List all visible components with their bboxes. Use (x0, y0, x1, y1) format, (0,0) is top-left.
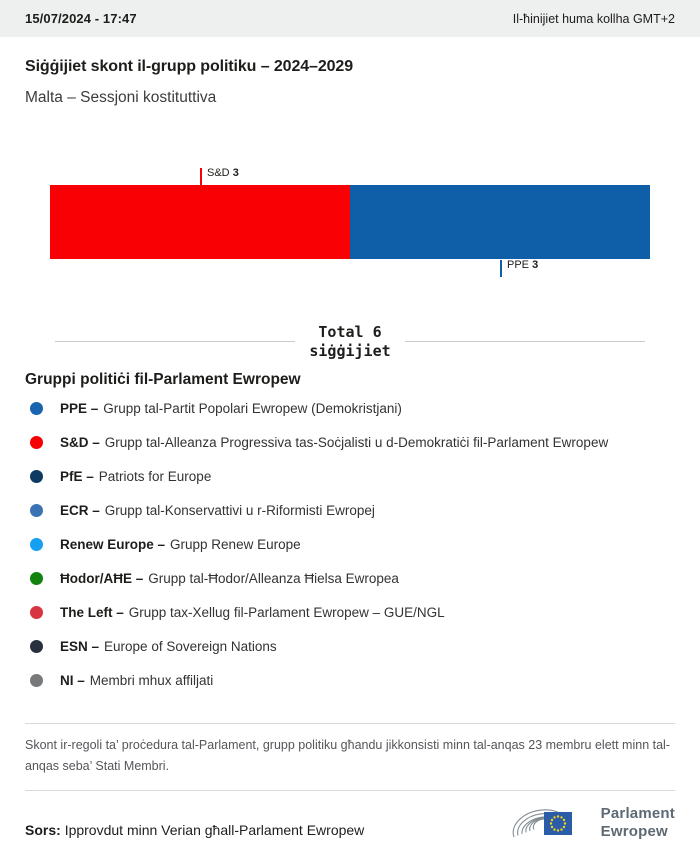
group-desc: Grupp Renew Europe (170, 537, 301, 552)
greens-color-dot (30, 572, 43, 585)
datetime-label: 15/07/2024 - 17:47 (25, 11, 137, 26)
ppe-color-dot (30, 402, 43, 415)
pfe-color-dot (30, 470, 43, 483)
group-abbr: Ħodor/AĦE – (60, 571, 144, 586)
ppe-group-name: PPE (507, 259, 530, 271)
timezone-note: Il-ħinijiet huma kollha GMT+2 (512, 11, 675, 26)
sd-callout-label: S&D 3 (207, 167, 239, 179)
total-seats-label: Total 6 siġġijiet (309, 323, 391, 360)
group-desc: Grupp tal-Alleanza Progressiva tas-Soċja… (104, 435, 609, 450)
logo-line2: Ewropew (600, 822, 668, 840)
legend-item-renew: Renew Europe – Grupp Renew Europe (25, 528, 675, 562)
group-abbr: PPE – (60, 401, 99, 416)
ecr-color-dot (30, 504, 43, 517)
seats-stacked-bar-chart: S&D 3 PPE 3 (50, 167, 650, 277)
european-parliament-logo: Parlament Ewropew (508, 797, 675, 849)
group-abbr: Renew Europe – (60, 537, 166, 552)
sd-group-name: S&D (207, 167, 230, 179)
group-desc: Grupp tal-Konservattivi u r-Riformisti E… (104, 503, 375, 518)
source-row: Sors: Ipprovdut minn Verian għall-Parlam… (25, 797, 675, 849)
ppe-callout-label: PPE 3 (507, 259, 538, 271)
sd-callout: S&D 3 (200, 167, 239, 185)
source-label: Sors: (25, 821, 61, 838)
logo-line1: Parlament (600, 805, 675, 823)
procedure-note: Skont ir-regoli ta’ proċedura tal-Parlam… (25, 737, 670, 773)
legend-item-theleft: The Left – Grupp tax-Xellug fil-Parlamen… (25, 596, 675, 630)
ni-color-dot (30, 674, 43, 687)
parliament-hemicycle-icon (512, 808, 572, 837)
ppe-seat-count: 3 (532, 259, 539, 271)
logo-wordmark: Parlament Ewropew (601, 805, 675, 840)
sd-bar-segment (50, 185, 350, 259)
group-desc: Grupp tax-Xellug fil-Parlament Ewropew –… (128, 605, 445, 620)
divider (25, 789, 675, 791)
stacked-bar (50, 185, 650, 259)
divider-line-left (55, 341, 296, 343)
group-abbr: ESN – (60, 639, 100, 654)
political-groups-legend: PPE – Grupp tal-Partit Popolari Ewropew … (25, 392, 675, 698)
group-desc: Europe of Sovereign Nations (104, 639, 277, 654)
divider-line-right (404, 341, 645, 343)
group-desc: Membri mhux affiljati (89, 673, 214, 688)
legend-item-sd: S&D – Grupp tal-Alleanza Progressiva tas… (25, 426, 675, 460)
source-line: Sors: Ipprovdut minn Verian għall-Parlam… (25, 822, 364, 838)
top-bar: 15/07/2024 - 17:47 Il-ħinijiet huma koll… (0, 0, 700, 37)
divider (25, 722, 675, 724)
group-abbr: NI – (60, 673, 85, 688)
legend-item-esn: ESN – Europe of Sovereign Nations (25, 630, 675, 664)
sd-color-dot (30, 436, 43, 449)
group-desc: Grupp tal-Partit Popolari Ewropew (Demok… (103, 401, 402, 416)
sd-seat-count: 3 (232, 167, 239, 179)
legend-heading: Gruppi politiċi fil-Parlament Ewropew (25, 370, 301, 388)
legend-item-ecr: ECR – Grupp tal-Konservattivi u r-Riform… (25, 494, 675, 528)
theleft-color-dot (30, 606, 43, 619)
ppe-bar-segment (350, 185, 650, 259)
source-text: Ipprovdut minn Verian għall-Parlament Ew… (64, 821, 365, 838)
ppe-tick-line (500, 260, 502, 277)
esn-color-dot (30, 640, 43, 653)
total-seats-divider: Total 6 siġġijiet (55, 323, 645, 361)
group-abbr: The Left – (60, 605, 124, 620)
legend-item-pfe: PfE – Patriots for Europe (25, 460, 675, 494)
group-abbr: PfE – (60, 469, 94, 484)
ppe-callout: PPE 3 (500, 259, 538, 277)
group-desc: Patriots for Europe (98, 469, 212, 484)
page-subtitle: Malta – Sessjoni kostituttiva (25, 89, 217, 106)
renew-color-dot (30, 538, 43, 551)
sd-tick-line (200, 168, 202, 185)
legend-item-ni: NI – Membri mhux affiljati (25, 664, 675, 698)
page-title: Siġġijiet skont il-grupp politiku – 2024… (25, 58, 354, 75)
legend-item-greens: Ħodor/AĦE – Grupp tal-Ħodor/Alleanza Ħie… (25, 562, 675, 596)
group-abbr: ECR – (60, 503, 100, 518)
legend-item-ppe: PPE – Grupp tal-Partit Popolari Ewropew … (25, 392, 675, 426)
group-desc: Grupp tal-Ħodor/Alleanza Ħielsa Ewropea (148, 571, 399, 586)
group-abbr: S&D – (60, 435, 100, 450)
